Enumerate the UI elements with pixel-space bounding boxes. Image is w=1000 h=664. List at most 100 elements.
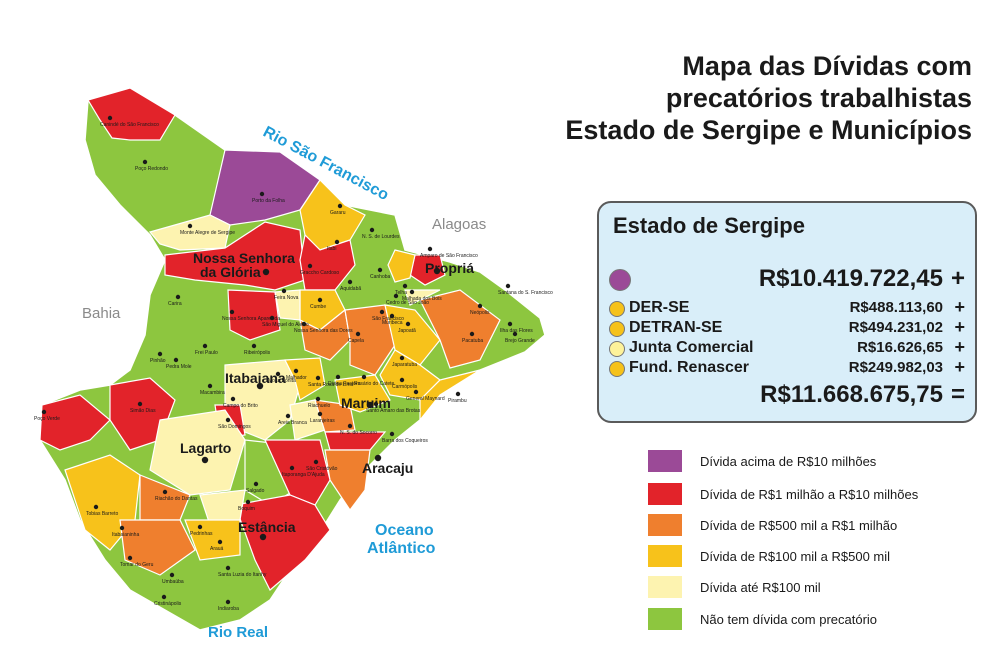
state-main-dot <box>609 269 631 291</box>
region-nsa-gloria <box>164 221 306 291</box>
town-label: Boquim <box>238 506 255 512</box>
legend-swatch <box>648 514 682 536</box>
der-plus: + <box>954 297 965 317</box>
town-label: N. S. do Socorro <box>340 430 377 436</box>
city-dot-maruim <box>366 401 374 409</box>
town-dot <box>347 279 353 285</box>
city-label-lagarto: Lagarto <box>180 440 231 456</box>
renascer-dot <box>609 361 625 377</box>
town-label: Rosário do Catete <box>354 381 395 387</box>
town-dot <box>217 539 223 545</box>
city-dot-lagarto <box>201 456 209 464</box>
legend-item: Dívida de R$1 milhão a R$10 milhões <box>648 483 988 507</box>
sergipe-map: Rio São Francisco Alagoas Bahia Rio Real… <box>34 87 553 641</box>
town-dot <box>405 321 411 327</box>
town-dot <box>162 489 168 495</box>
town-label: Cedro de São João <box>386 300 429 306</box>
town-label: Pinhão <box>150 358 166 364</box>
town-dot <box>389 313 395 319</box>
legend-label: Dívida de R$100 mil a R$500 mil <box>700 549 891 564</box>
town-dot <box>512 331 518 337</box>
legend-item: Dívida de R$100 mil a R$500 mil <box>648 545 988 569</box>
town-label: Poço Redondo <box>135 166 168 172</box>
region-pedrinhas <box>184 519 241 561</box>
detran-plus: + <box>954 317 965 337</box>
town-label: Graccho Cardoso <box>300 270 339 276</box>
town-label: Itabaianinha <box>112 532 139 538</box>
town-label: Cristinápolis <box>154 601 182 607</box>
town-dot <box>402 283 408 289</box>
ocean-label-1: Oceano <box>375 522 434 539</box>
legend-label: Dívida de R$1 milhão a R$10 milhões <box>700 487 919 502</box>
town-label: Frei Paulo <box>195 350 218 356</box>
region-telha <box>387 249 416 283</box>
town-dot <box>399 377 405 383</box>
city-label-aracaju: Aracaju <box>362 460 413 476</box>
map-title: Mapa das Dívidas com precatórios trabalh… <box>512 50 972 146</box>
city-dot-estancia <box>259 533 267 541</box>
town-dot <box>137 401 143 407</box>
state-total-equals: = <box>950 381 965 408</box>
city-dot-aracaju <box>374 454 382 462</box>
city-label-ns-gloria-1: Nossa Senhora <box>193 250 295 266</box>
town-dot <box>334 239 340 245</box>
region-caninde <box>87 87 176 141</box>
town-label: Nossa Senhora Aparecida <box>222 316 280 322</box>
detran-name: DETRAN-SE <box>629 319 723 336</box>
town-dot <box>413 389 419 395</box>
town-dot <box>307 263 313 269</box>
town-label: Arauá <box>210 546 224 552</box>
city-label-propria: Propriá <box>425 260 474 276</box>
town-dot <box>317 297 323 303</box>
town-dot <box>253 481 259 487</box>
town-dot <box>225 417 231 423</box>
town-label: Poço Verde <box>34 416 60 422</box>
town-label: Santo Amaro das Brotas <box>366 408 421 414</box>
legend-swatch <box>648 576 682 598</box>
state-item-row: DER-SE R$488.113,60 + <box>609 297 965 319</box>
region-pirambu <box>419 369 481 422</box>
town-dot <box>455 391 461 397</box>
town-label: São Cristóvão <box>306 466 338 472</box>
region-laranjeiras <box>314 399 356 433</box>
town-label: Japaratuba <box>392 362 417 368</box>
town-dot <box>225 599 231 605</box>
rio-real-label: Rio Real <box>208 624 268 641</box>
town-dot <box>409 289 415 295</box>
town-label: Indiaroba <box>218 606 239 612</box>
town-label: Riachuelo <box>308 403 330 409</box>
town-label: Umbaúba <box>162 579 184 585</box>
town-label: General Maynard <box>406 396 445 402</box>
junta-dot <box>609 341 625 357</box>
alagoas-label: Alagoas <box>432 216 486 233</box>
town-label: Gararu <box>330 210 346 216</box>
town-label: Capela <box>348 338 364 344</box>
town-label: São Miguel do Aleixo <box>262 322 309 328</box>
town-dot <box>317 411 323 417</box>
town-dot <box>197 524 203 530</box>
legend-swatch <box>648 483 682 505</box>
town-label: Japoatã <box>398 328 416 334</box>
legend-label: Dívida acima de R$10 milhões <box>700 454 877 469</box>
town-dot <box>259 191 265 197</box>
city-label-estancia: Estância <box>238 519 296 535</box>
town-label: Malhada dos Bois <box>402 296 442 302</box>
town-label: Areia Branca <box>278 420 307 426</box>
region-pacatuba <box>419 289 501 369</box>
town-label: Cumbe <box>310 304 326 310</box>
region-malhador <box>284 357 326 401</box>
town-label: Aquidabã <box>340 286 361 292</box>
town-dot <box>245 499 251 505</box>
town-dot <box>393 293 399 299</box>
town-label: Pedrinhas <box>190 531 213 537</box>
town-dot <box>269 315 275 321</box>
town-dot <box>389 431 395 437</box>
der-name: DER-SE <box>629 299 690 316</box>
town-dot <box>119 525 125 531</box>
town-label: São Domingos <box>218 424 251 430</box>
town-dot <box>93 504 99 510</box>
town-dot <box>251 343 257 349</box>
town-label: Amparo de São Francisco <box>420 253 478 259</box>
town-dot <box>313 459 319 465</box>
legend-label: Dívida até R$100 mil <box>700 580 821 595</box>
